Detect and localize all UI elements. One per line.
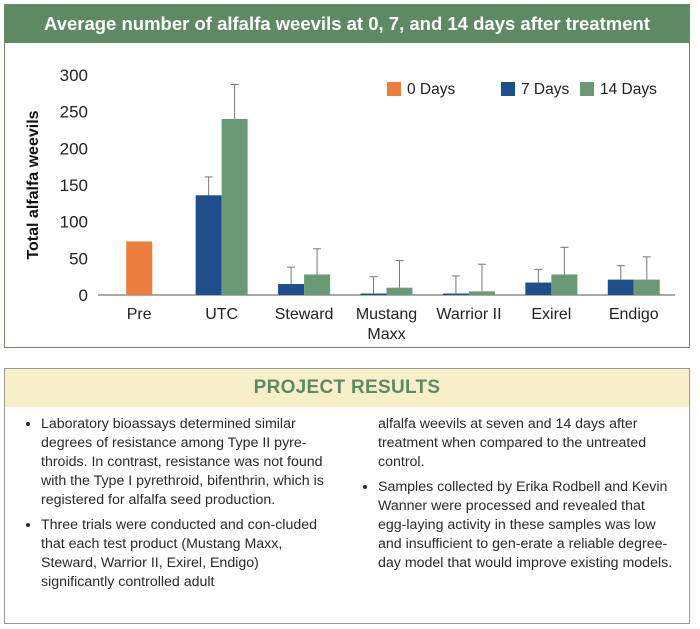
bar-7-days bbox=[195, 195, 222, 295]
bar-14-days bbox=[304, 274, 331, 295]
result-bullet-3: Samples collected by Erika Rodbell and K… bbox=[378, 478, 675, 573]
bar-14-days bbox=[468, 291, 495, 295]
bar-7-days bbox=[525, 282, 552, 295]
x-tick-label: Maxx bbox=[367, 326, 405, 343]
legend-swatch bbox=[387, 82, 401, 96]
y-tick-label: 250 bbox=[60, 103, 88, 122]
x-tick-label: UTC bbox=[205, 306, 238, 323]
y-axis-title: Total alfalfa weevils bbox=[25, 110, 42, 259]
x-tick-label: Warrior II bbox=[436, 306, 501, 323]
x-tick-label: Pre bbox=[127, 306, 152, 323]
legend-swatch bbox=[580, 82, 594, 96]
results-list-right: Samples collected by Erika Rodbell and K… bbox=[358, 478, 675, 573]
x-tick-label: Exirel bbox=[531, 306, 571, 323]
result-bullet-2-continued: alfalfa weevils at seven and 14 days aft… bbox=[378, 416, 647, 470]
legend-swatch bbox=[501, 82, 515, 96]
results-list-left: Laboratory bioassays determined similar … bbox=[21, 415, 330, 592]
bar-14-days bbox=[221, 119, 248, 295]
bar-0-days bbox=[126, 241, 153, 295]
y-tick-label: 200 bbox=[60, 139, 88, 158]
y-tick-label: 100 bbox=[60, 213, 88, 232]
y-tick-label: 50 bbox=[69, 249, 88, 268]
x-tick-label: Endigo bbox=[609, 306, 659, 323]
y-tick-label: 150 bbox=[60, 176, 88, 195]
results-header: PROJECT RESULTS bbox=[5, 369, 689, 407]
results-left-column: Laboratory bioassays determined similar … bbox=[21, 415, 348, 598]
result-bullet-2: Three trials were conducted and con-clud… bbox=[41, 516, 330, 592]
results-right-column: alfalfa weevils at seven and 14 days aft… bbox=[348, 415, 675, 598]
legend-label: 7 Days bbox=[521, 81, 569, 98]
bar-7-days bbox=[607, 279, 634, 295]
chart-panel: Average number of alfalfa weevils at 0, … bbox=[4, 4, 690, 348]
bar-7-days bbox=[278, 284, 305, 295]
bar-14-days bbox=[633, 279, 660, 295]
project-results-panel: PROJECT RESULTS Laboratory bioassays det… bbox=[4, 368, 690, 624]
legend-label: 14 Days bbox=[600, 81, 657, 98]
results-columns: Laboratory bioassays determined similar … bbox=[5, 407, 689, 598]
bar-7-days bbox=[442, 293, 469, 295]
bar-14-days bbox=[551, 274, 578, 295]
x-tick-label: Mustang bbox=[356, 306, 417, 323]
x-tick-label: Steward bbox=[275, 306, 334, 323]
result-bullet-1: Laboratory bioassays determined similar … bbox=[41, 415, 330, 510]
bar-7-days bbox=[360, 293, 387, 295]
chart-title: Average number of alfalfa weevils at 0, … bbox=[5, 5, 689, 43]
y-tick-label: 300 bbox=[60, 66, 88, 85]
y-tick-label: 0 bbox=[79, 286, 88, 305]
legend-label: 0 Days bbox=[407, 81, 455, 98]
bar-chart: 0 50 100 150 200 250 300 Total alfalfa weevils P… bbox=[25, 66, 675, 343]
bar-14-days bbox=[386, 287, 413, 295]
